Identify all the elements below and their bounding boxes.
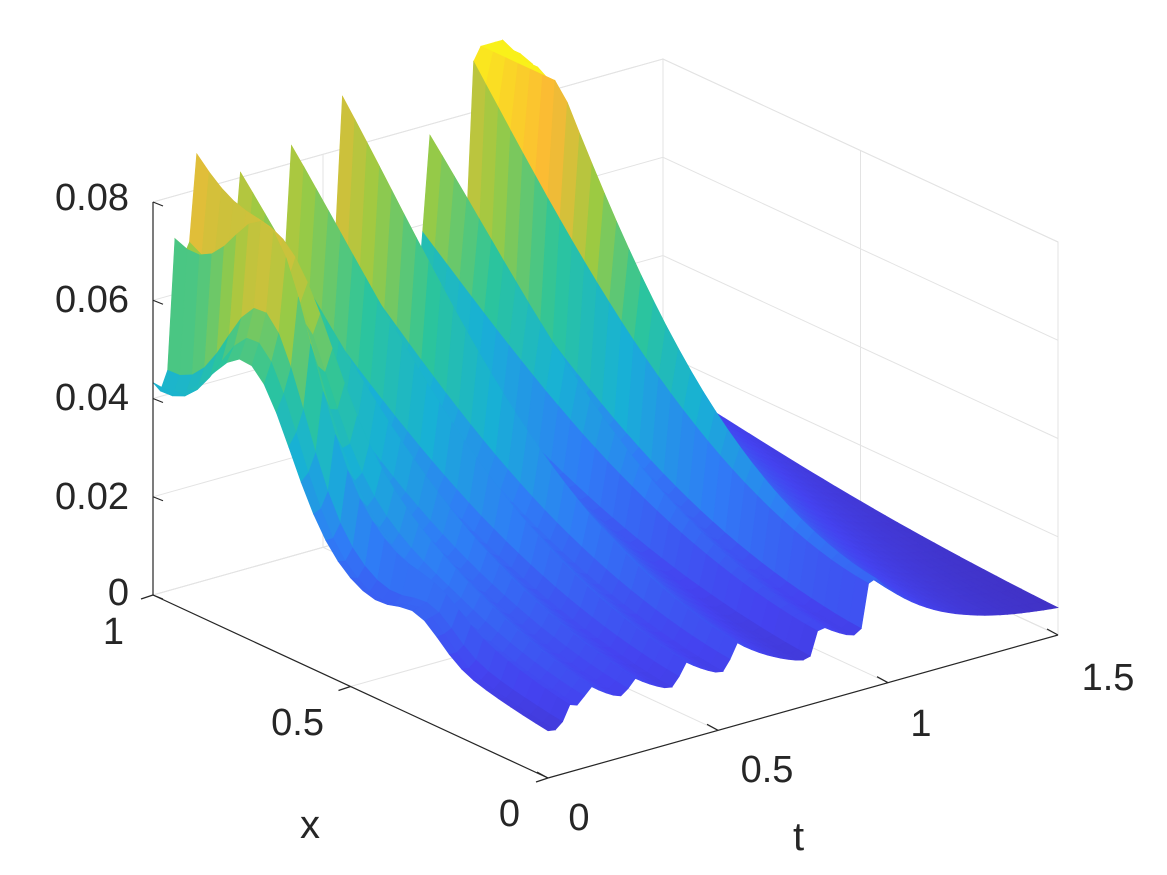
z-tick-0: 0	[108, 572, 129, 614]
axes	[140, 201, 1059, 783]
t-tick-mark-1	[706, 723, 719, 731]
t-tick-3: 1.5	[1082, 657, 1135, 699]
x-tick-0: 0	[499, 793, 520, 835]
z-tick-mark-4	[152, 201, 164, 207]
x-axis-label: x	[300, 803, 320, 847]
z-tick-4: 0.08	[55, 177, 129, 219]
x-tick-2: 1	[103, 611, 124, 653]
z-tick-mark-3	[152, 299, 164, 305]
x-tick-mark-1	[338, 685, 351, 692]
x-tick-mark-2	[140, 594, 154, 600]
z-tick-mark-2	[152, 397, 164, 404]
x-tick-mark-0	[535, 777, 549, 783]
z-tick-1: 0.02	[55, 476, 129, 518]
t-tick-mark-2	[876, 676, 889, 684]
t-axis-line	[547, 634, 1059, 779]
t-tick-2: 1	[910, 703, 931, 745]
surface-patch	[534, 721, 557, 732]
t-tick-mark-3	[1046, 628, 1059, 636]
t-axis-label: t	[793, 815, 804, 859]
surface-plot	[152, 39, 1059, 732]
z-tick-mark-1	[152, 496, 164, 502]
z-tick-2: 0.04	[55, 377, 129, 419]
z-tick-3: 0.06	[55, 279, 129, 321]
t-tick-0: 0	[568, 797, 589, 839]
t-tick-mark-0	[536, 771, 549, 779]
t-tick-1: 0.5	[741, 749, 794, 791]
x-tick-1: 0.5	[271, 702, 324, 744]
